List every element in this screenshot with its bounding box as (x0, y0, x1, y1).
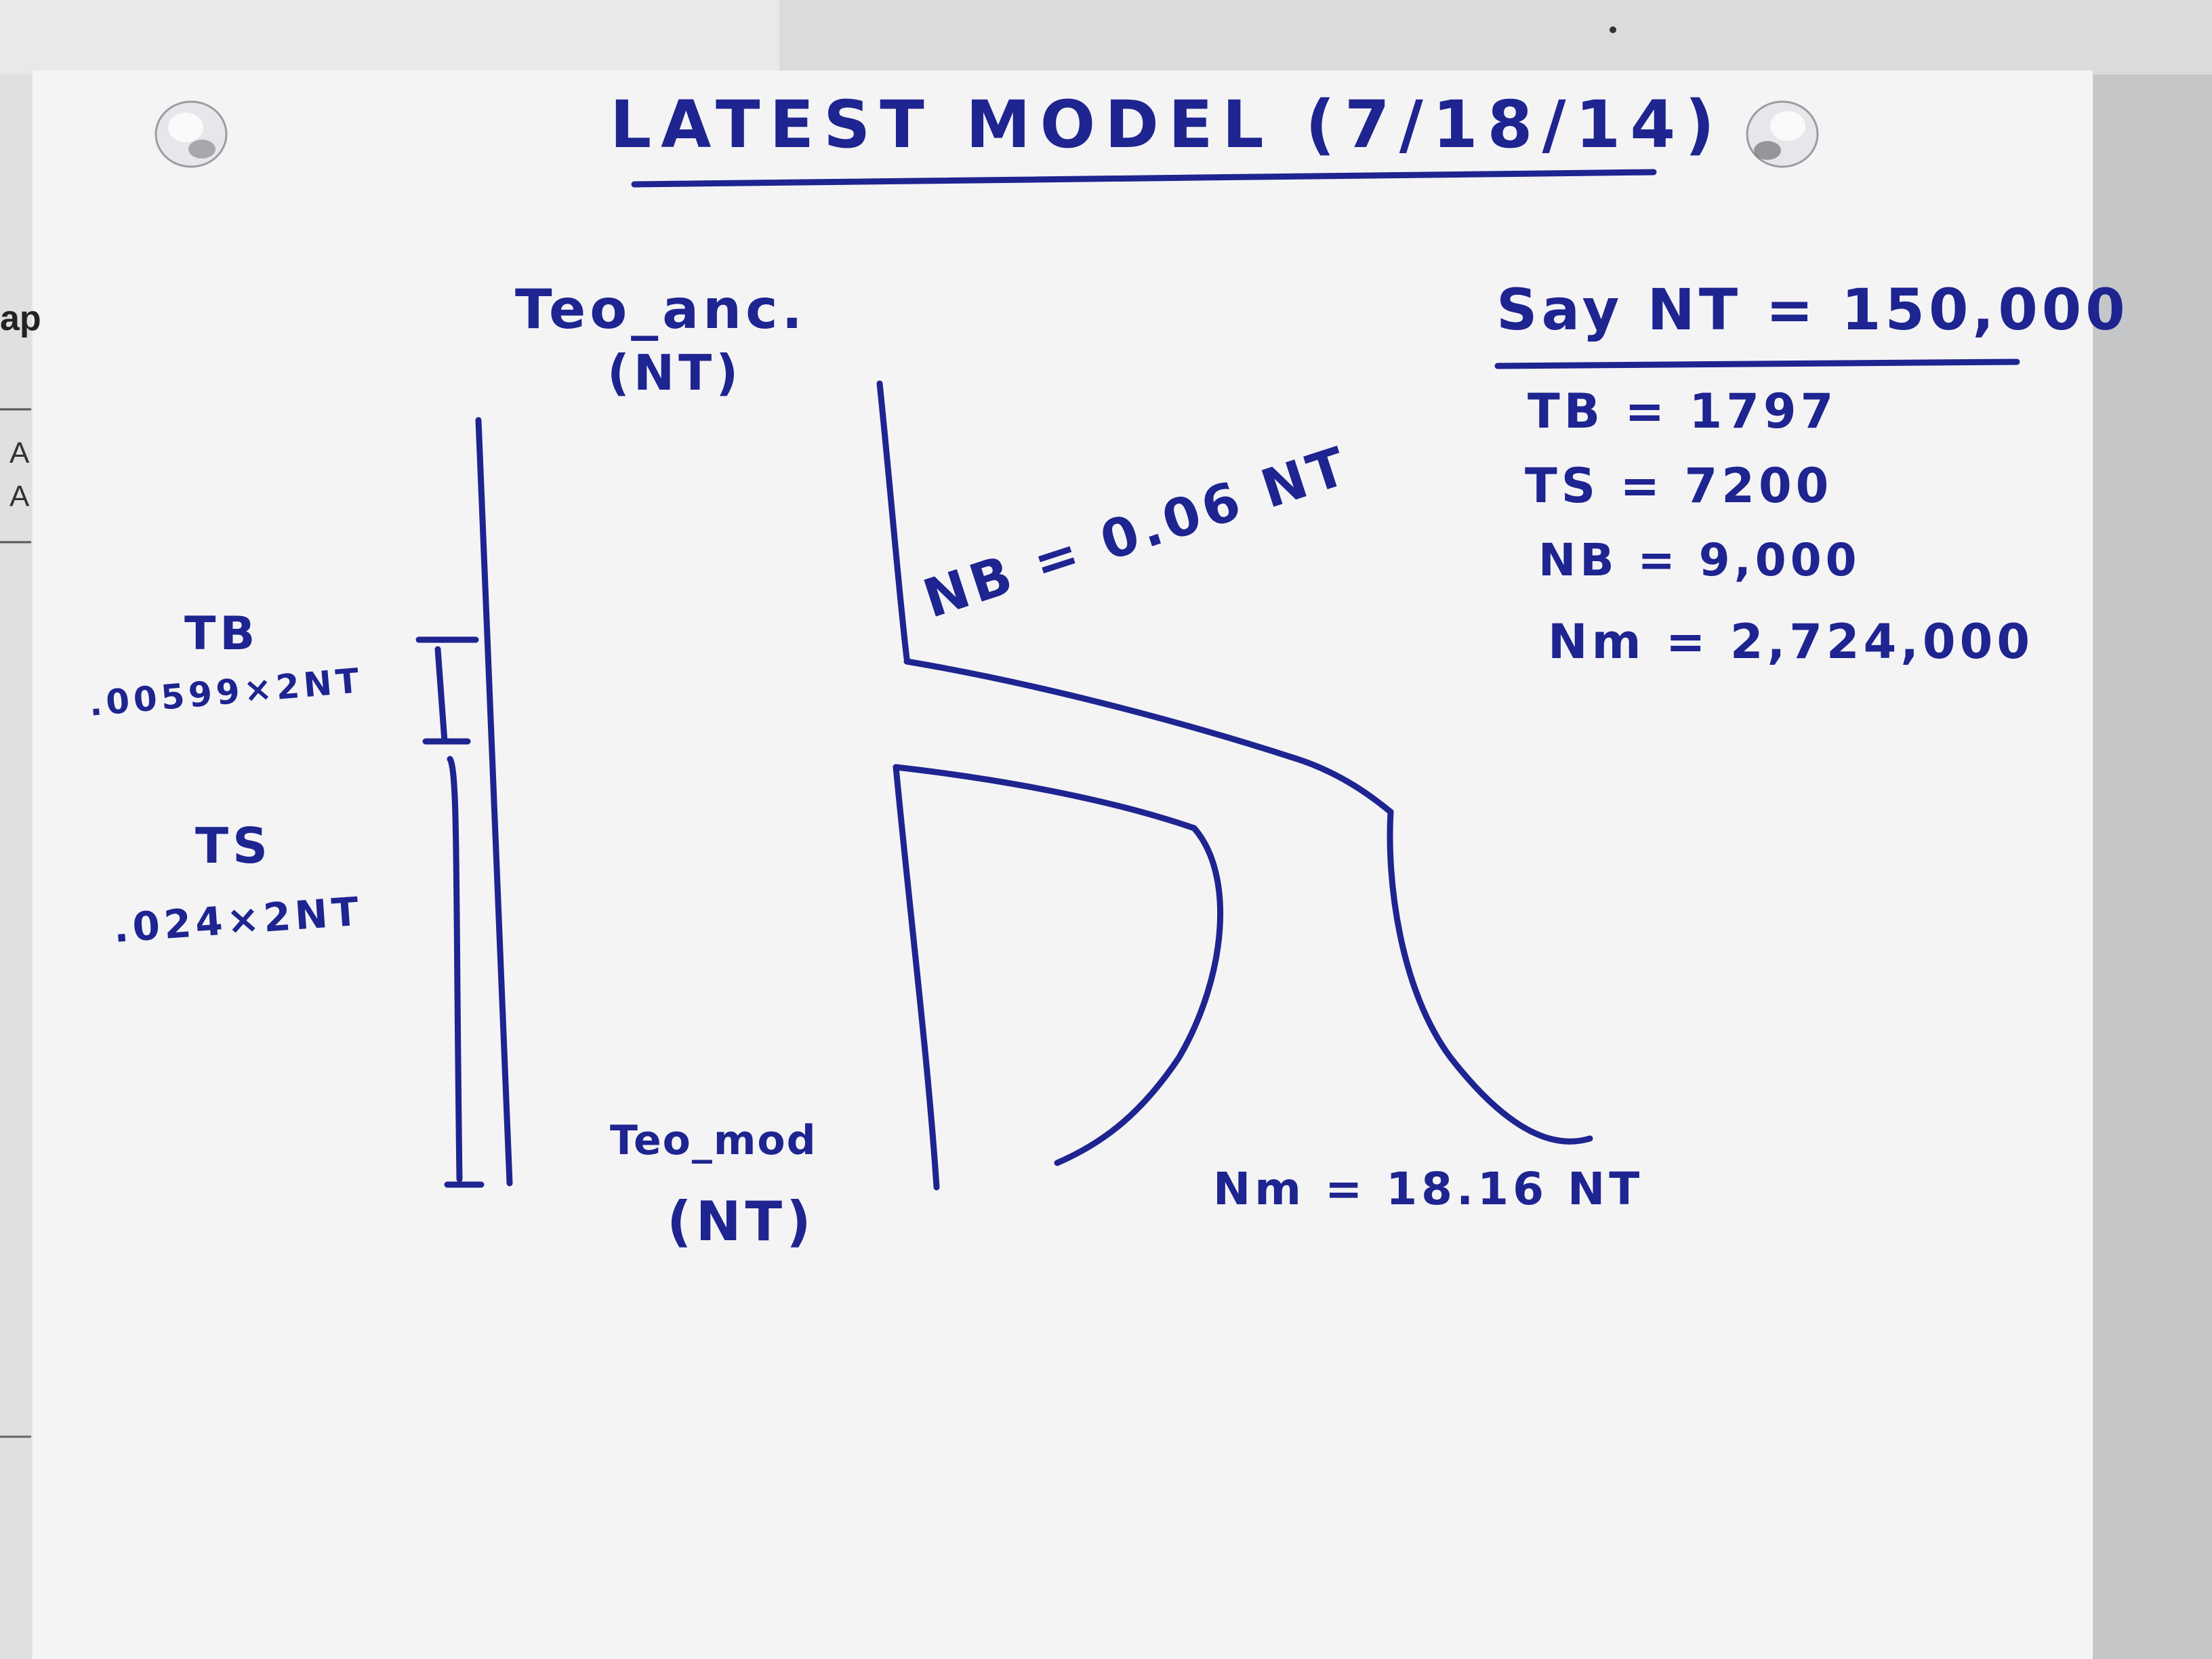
say-underline (1494, 359, 2020, 369)
expansion-right-edge (1387, 808, 1593, 1145)
page-title: LATEST MODEL (7/18/14) (610, 87, 1724, 163)
value-tb: TB = 1797 (1528, 384, 1838, 439)
ancestral-pop-size: (NT) (607, 344, 743, 401)
bottleneck-top-edge (903, 658, 1394, 815)
bottleneck-lower-edge (893, 764, 1197, 832)
ancestral-pop-label: Teo_anc. (515, 278, 806, 341)
modern-teo-edge (893, 764, 940, 1191)
tb-label: TB (184, 607, 260, 661)
timeline-axis (475, 417, 513, 1187)
modern-size-label: Nm = 18.16 NT (1213, 1163, 1644, 1215)
ts-bracket-bar (447, 756, 463, 1183)
push-pin-left-icon (155, 100, 228, 168)
title-underline (631, 169, 1657, 188)
background-row-a2: A (9, 480, 30, 513)
value-nm: Nm = 2,724,000 (1548, 614, 2034, 670)
expansion-inner-curve (1054, 825, 1224, 1166)
background-fragment-left: ap (0, 299, 41, 338)
value-ts: TS = 7200 (1525, 458, 1833, 514)
push-pin-right-icon (1746, 100, 1819, 168)
modern-pop-label: Teo_mod (610, 1117, 817, 1164)
value-nb: NB = 9,000 (1538, 534, 1861, 586)
modern-pop-size: (NT) (667, 1190, 815, 1253)
background-row-a1: A (9, 436, 30, 470)
ancestral-pop-edge (876, 380, 910, 662)
poster-sheet (31, 70, 2093, 1659)
ts-label: TS (195, 817, 272, 874)
tb-bracket-bar (434, 646, 448, 745)
say-line: Say NT = 150,000 (1496, 276, 2129, 343)
